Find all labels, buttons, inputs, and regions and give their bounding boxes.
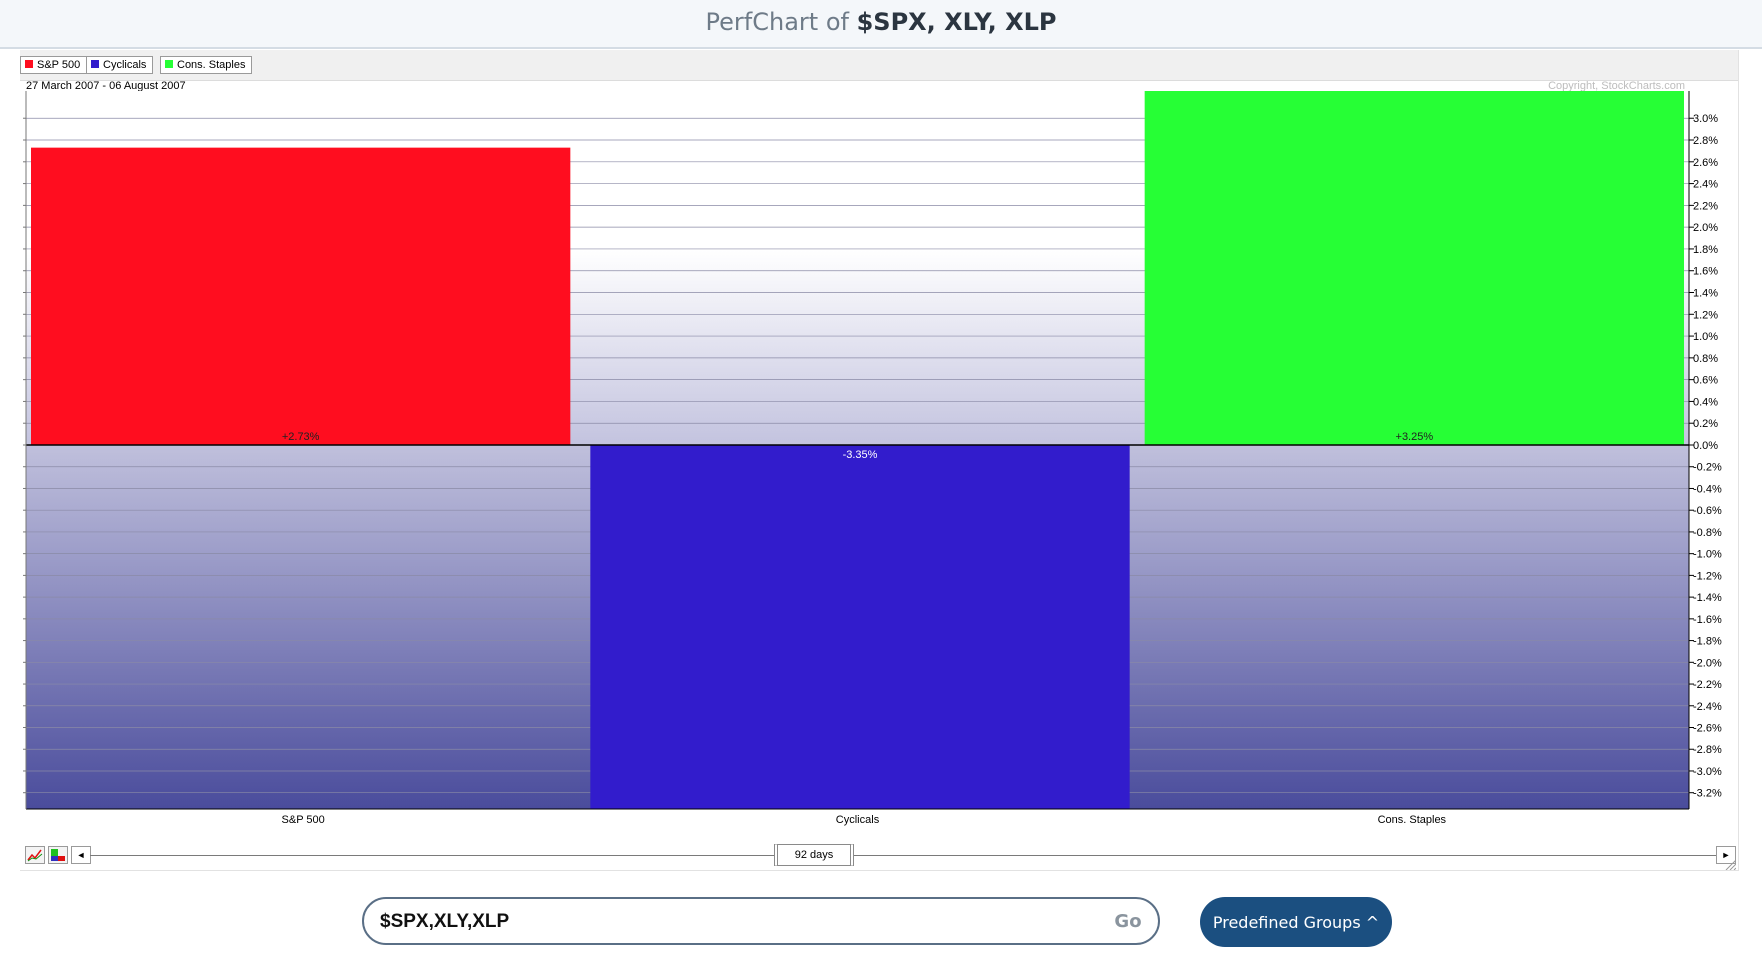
copyright-notice: Copyright, StockCharts.com: [1548, 80, 1685, 92]
y-tick-label: 3.0%: [1693, 113, 1718, 125]
line-chart-mode-button[interactable]: [25, 846, 45, 864]
y-tick-label: -1.2%: [1693, 570, 1722, 582]
y-tick-label: -2.6%: [1693, 723, 1722, 735]
x-tick-label: S&P 500: [282, 814, 325, 826]
y-tick-label: 1.4%: [1693, 288, 1718, 300]
y-axis: 3.0% 2.8% 2.6% 2.4% 2.2% 2.0% 1.8% 1.6% 1.4% 1.2%…: [23, 113, 1722, 800]
x-tick-label: Cyclicals: [836, 814, 880, 826]
y-tick-label: -1.4%: [1693, 592, 1722, 604]
bar-value-label: +2.73%: [282, 431, 320, 443]
y-tick-label: 1.2%: [1693, 309, 1718, 321]
y-tick-label: 2.0%: [1693, 222, 1718, 234]
y-tick-label: -3.0%: [1693, 766, 1722, 778]
y-tick-label: 1.6%: [1693, 266, 1718, 278]
symbol-input[interactable]: [378, 907, 1062, 937]
y-tick-label: 0.6%: [1693, 375, 1718, 387]
y-tick-label: 2.2%: [1693, 200, 1718, 212]
legend-item-cons-staples[interactable]: Cons. Staples: [160, 56, 253, 74]
y-tick-label: -1.6%: [1693, 614, 1722, 626]
legend-label-sp500: S&P 500: [37, 59, 81, 71]
bar: [590, 445, 1130, 809]
legend-swatch-sp500: [25, 60, 33, 68]
legend-label-cyclicals: Cyclicals: [103, 59, 147, 71]
title-prefix: PerfChart of: [705, 8, 849, 36]
y-tick-label: 0.2%: [1693, 418, 1718, 430]
y-tick-label: -0.6%: [1693, 505, 1722, 517]
y-tick-label: -0.2%: [1693, 462, 1722, 474]
period-slider-handle[interactable]: 92 days: [774, 844, 854, 866]
legend-swatch-cons-staples: [165, 60, 173, 68]
legend-swatch-cyclicals: [91, 60, 99, 68]
bars: +2.73% -3.35% +3.25%: [31, 91, 1684, 809]
y-tick-label: -3.2%: [1693, 788, 1722, 800]
y-tick-label: 1.8%: [1693, 244, 1718, 256]
y-tick-label: 2.4%: [1693, 179, 1718, 191]
y-tick-label: -1.8%: [1693, 636, 1722, 648]
go-button[interactable]: Go: [1108, 907, 1148, 935]
date-range: 27 March 2007 - 06 August 2007: [26, 80, 186, 92]
category-labels: S&P 500 Cyclicals Cons. Staples: [282, 814, 1447, 826]
slider-right-arrow-button[interactable]: ►: [1716, 846, 1736, 864]
predefined-groups-button[interactable]: Predefined Groups ^: [1200, 897, 1392, 947]
y-tick-label: -2.4%: [1693, 701, 1722, 713]
y-tick-label: -2.0%: [1693, 657, 1722, 669]
y-tick-label: 0.4%: [1693, 396, 1718, 408]
y-tick-label: -2.8%: [1693, 744, 1722, 756]
y-tick-label: -0.8%: [1693, 527, 1722, 539]
legend-item-sp500[interactable]: S&P 500: [20, 56, 88, 74]
resize-grip-icon[interactable]: [1724, 860, 1736, 870]
y-tick-label: 0.8%: [1693, 353, 1718, 365]
bar-chart-icon: [51, 849, 65, 861]
line-chart-icon: [27, 849, 43, 862]
page-title: PerfChart of $SPX, XLY, XLP: [0, 0, 1762, 49]
y-tick-label: 2.6%: [1693, 157, 1718, 169]
legend-label-cons-staples: Cons. Staples: [177, 59, 246, 71]
legend-item-cyclicals[interactable]: Cyclicals: [86, 56, 154, 74]
title-symbols: $SPX, XLY, XLP: [856, 8, 1057, 36]
symbol-form: Go: [362, 897, 1160, 945]
y-tick-label: -0.4%: [1693, 483, 1722, 495]
bar: [1144, 91, 1684, 445]
slider-left-arrow-button[interactable]: ◄: [71, 846, 91, 864]
y-tick-label: 0.0%: [1693, 440, 1718, 452]
bar-value-label: -3.35%: [843, 449, 878, 461]
y-tick-label: 1.0%: [1693, 331, 1718, 343]
bar-chart-mode-button[interactable]: [48, 846, 68, 864]
range-slider-bar: ◄ 92 days ►: [20, 838, 1738, 870]
y-tick-label: 2.8%: [1693, 135, 1718, 147]
y-tick-label: -1.0%: [1693, 549, 1722, 561]
y-tick-label: -2.2%: [1693, 679, 1722, 691]
x-tick-label: Cons. Staples: [1378, 814, 1447, 826]
bar: [31, 147, 571, 445]
bar-value-label: +3.25%: [1396, 431, 1434, 443]
slider-track[interactable]: [90, 855, 1722, 856]
legend-strip: S&P 500 Cyclicals Cons. Staples: [20, 50, 1738, 81]
